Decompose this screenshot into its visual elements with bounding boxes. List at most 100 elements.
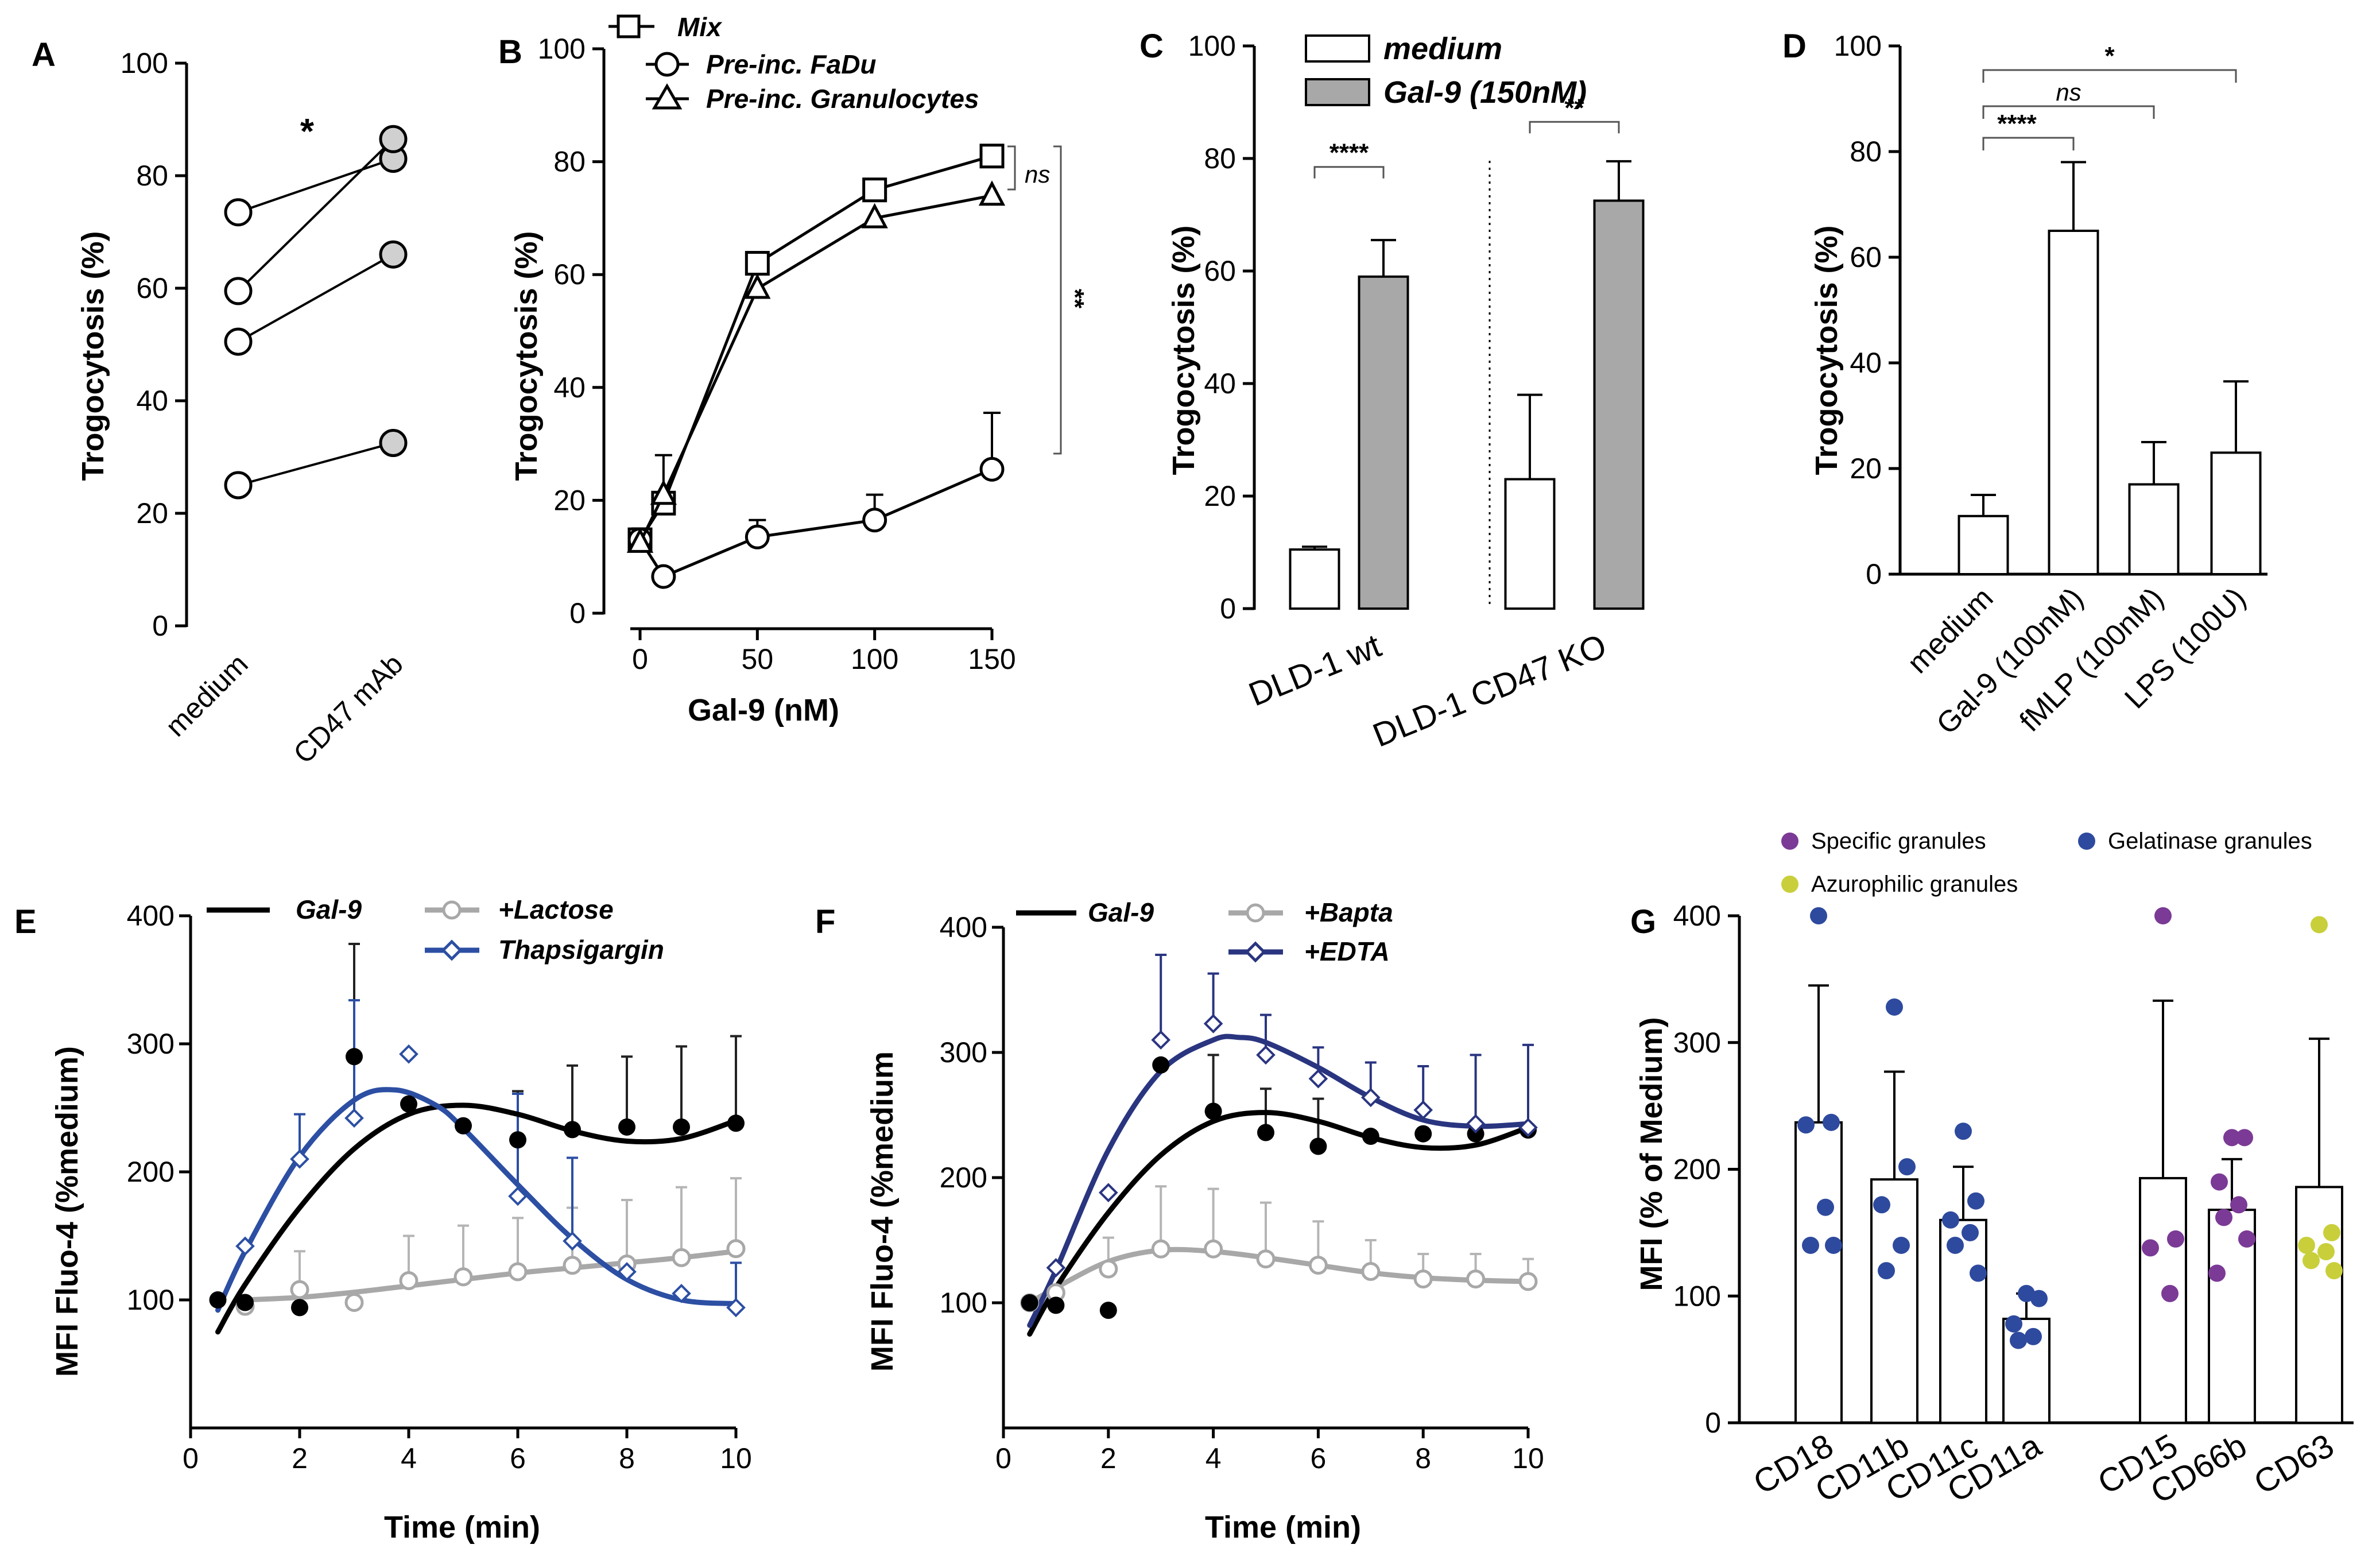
panel-f-y-tick-label: 300 — [940, 1036, 987, 1069]
panel-g-data-dot — [1893, 1236, 1910, 1254]
panel-d-y-tick-label: 100 — [1834, 30, 1882, 62]
panel-a-y-tick-label: 40 — [136, 385, 168, 417]
panel-f-point — [1151, 1239, 1170, 1259]
legend-gelatinase-dot — [2078, 833, 2095, 850]
panel-f-point — [1362, 1128, 1379, 1145]
panel-a-y-tick-label: 0 — [152, 610, 168, 642]
panel-g-legend: Specific granules Gelatinase granules Az… — [1781, 829, 2312, 897]
panel-d-sig-label: * — [2104, 42, 2115, 70]
panel-g-y-tick-label: 0 — [1705, 1407, 1721, 1439]
panel-f-point — [1098, 1183, 1118, 1202]
panel-e-x-label: Time (min) — [384, 1510, 540, 1544]
panel-c-category-label: DLD-1 CD47 KO — [1368, 627, 1612, 754]
panel-c-sig-bracket — [1529, 121, 1620, 134]
panel-d-y-tick-label: 0 — [1866, 558, 1882, 590]
panel-b-sig-label: ** — [1061, 289, 1089, 309]
panel-d-bar — [2210, 451, 2262, 576]
panel-e-x-tick-label: 0 — [183, 1442, 199, 1474]
panel-f-point — [1203, 1014, 1223, 1033]
panel-c-bar — [1504, 478, 1556, 610]
panel-a-pair-line — [237, 138, 394, 292]
panel-g-data-dot — [2311, 916, 2328, 934]
panel-g-data-dot — [1898, 1158, 1916, 1176]
panel-g-data-dot — [1962, 1224, 1979, 1241]
panel-g-data-dot — [2030, 1290, 2048, 1307]
panel-f-point — [1047, 1296, 1065, 1314]
panel-g-category-label: CD63 — [2248, 1427, 2340, 1501]
legend-medium-label: medium — [1383, 32, 1502, 66]
panel-b-y-tick-label: 40 — [553, 371, 586, 404]
panel-g-data-dot — [1823, 1113, 1840, 1131]
panel-c-y-tick-label: 20 — [1204, 480, 1236, 512]
panel-g-data-dot — [2230, 1196, 2247, 1214]
legend-granulocytes-label: Pre-inc. Granulocytes — [706, 84, 979, 114]
panel-f-point — [1308, 1069, 1328, 1089]
panel-e-point — [346, 1048, 363, 1066]
panel-b-ns-bracket — [1007, 145, 1016, 191]
panel-c-y-tick-label: 100 — [1188, 30, 1236, 62]
panel-f-y-tick-label: 200 — [940, 1162, 987, 1194]
panel-f-point — [1466, 1114, 1486, 1134]
legend-specific-dot — [1781, 833, 1798, 850]
legend-granulocytes: Pre-inc. Granulocytes — [646, 83, 979, 114]
legend-fadu-label: Pre-inc. FaDu — [706, 49, 877, 79]
panel-e-x-tick-label: 2 — [292, 1442, 308, 1474]
panel-b-x-tick-label: 150 — [968, 643, 1015, 675]
panel-e-x-tick-label: 8 — [619, 1442, 635, 1474]
panel-g-data-dot — [2208, 1264, 2226, 1282]
panel-e-y-tick-label: 400 — [127, 900, 175, 932]
panel-f-x-tick-label: 8 — [1415, 1442, 1431, 1474]
panel-b-x-tick-label: 100 — [851, 643, 898, 675]
panel-b-x-tick-label: 50 — [742, 643, 774, 675]
legend-gal9-swatch — [1305, 78, 1370, 106]
panel-e-point — [727, 1114, 745, 1132]
panel-c-bar — [1289, 548, 1340, 610]
legend-edta-marker — [1245, 941, 1266, 963]
panel-f-x-tick-label: 10 — [1512, 1442, 1544, 1474]
panel-f-point — [1256, 1249, 1276, 1269]
panel-a-medium-point — [224, 277, 253, 305]
panel-f-point — [1308, 1256, 1328, 1275]
panel-g-data-dot — [1947, 1236, 1964, 1254]
panel-a-category-label: medium — [159, 648, 254, 742]
legend-thapsigargin-marker — [441, 939, 463, 961]
panel-b-point — [862, 508, 887, 533]
panel-e-y-label: MFI Fluo-4 (%medium) — [50, 1046, 84, 1377]
panel-g-data-dot — [2167, 1230, 2184, 1248]
panel-e-point — [726, 1298, 746, 1318]
panel-b-point — [745, 524, 770, 549]
panel-e-point — [673, 1118, 690, 1136]
panel-f-point — [1518, 1272, 1538, 1291]
panel-d-y-tick-label: 40 — [1850, 347, 1882, 379]
panel-e-fit-curve — [215, 1087, 739, 1313]
legend-azurophilic-label: Azurophilic granules — [1811, 872, 2018, 897]
panel-g-data-dot — [1810, 907, 1827, 924]
panel-b-series-line — [638, 468, 993, 579]
panel-g-data-dot — [2161, 1284, 2179, 1302]
panel-a-y-tick-label: 100 — [121, 47, 168, 79]
panel-d-sig-bracket — [1982, 137, 2075, 150]
panel-d-category-label: fMLP (100nM) — [2013, 581, 2170, 738]
panel-g-data-dot — [2238, 1230, 2255, 1248]
panel-f-point — [1257, 1124, 1274, 1141]
panel-b-point — [744, 273, 771, 299]
panel-c-bar — [1358, 275, 1409, 610]
panel-a-y-tick-label: 80 — [136, 160, 168, 192]
panel-f-point — [1046, 1258, 1066, 1278]
panel-b-y-tick-label: 80 — [553, 146, 586, 178]
panel-d-y-tick-label: 80 — [1850, 136, 1882, 168]
panel-g-data-dot — [1970, 1264, 1987, 1282]
panel-c-sig-label: **** — [1329, 139, 1369, 167]
panel-b-point — [862, 177, 887, 203]
panel-d-sig-bracket — [1982, 105, 2155, 119]
panel-e-point — [344, 1108, 364, 1128]
panel-d-bar — [1958, 514, 2009, 575]
panel-b-y-tick-label: 0 — [569, 597, 586, 629]
panel-f-point — [1204, 1102, 1222, 1120]
panel-f-y-label: MFI Fluo-4 (%medium — [865, 1051, 900, 1372]
legend-e-gal9-label: Gal-9 — [296, 895, 362, 924]
panel-f-point — [1256, 1045, 1276, 1065]
panel-b-point — [979, 456, 1005, 482]
panel-e-point — [726, 1239, 746, 1259]
panel-a-cd47-point — [379, 240, 408, 269]
